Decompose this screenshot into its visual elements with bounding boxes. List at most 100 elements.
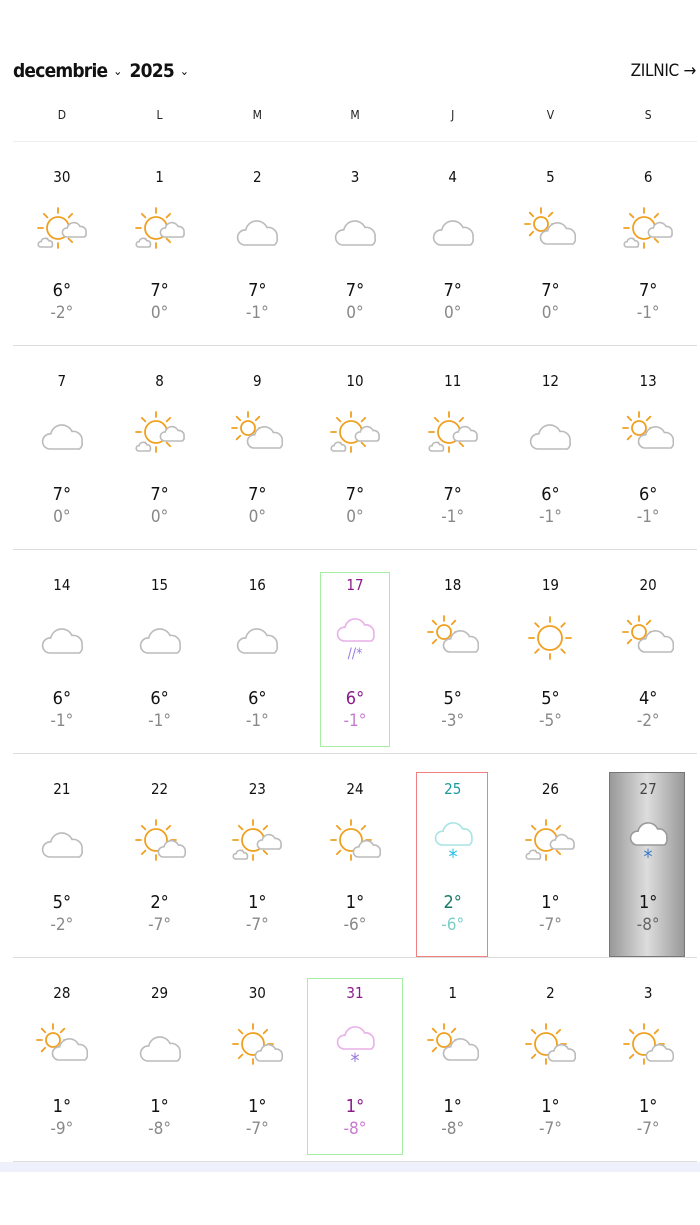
calendar-day[interactable]: 1 1° -8° — [404, 958, 502, 1161]
calendar-day[interactable]: 15 6° -1° — [111, 550, 209, 753]
low-temp: -2° — [636, 711, 660, 731]
low-temp: 0° — [248, 507, 266, 527]
high-temp: 7° — [150, 484, 169, 505]
partly-cloudy-icon — [426, 1023, 479, 1061]
day-number: 18 — [444, 576, 462, 594]
day-number: 4 — [448, 168, 457, 186]
high-temp: 6° — [52, 688, 72, 709]
snow-icon: * — [434, 822, 473, 868]
low-temp: -5° — [538, 711, 562, 731]
month-select[interactable]: decembrie ⌄ — [13, 60, 122, 82]
high-temp: 7° — [150, 280, 169, 301]
calendar-day[interactable]: 4 7° 0° — [404, 142, 502, 345]
day-number: 5 — [546, 168, 555, 186]
calendar-day[interactable]: 21 5° -2° — [13, 754, 111, 957]
calendar-day[interactable]: 9 7° 0° — [208, 346, 306, 549]
calendar-day[interactable]: 10 7° 0° — [306, 346, 404, 549]
low-temp: -7° — [538, 915, 562, 935]
high-temp: 1° — [638, 892, 658, 913]
calendar-day[interactable]: 25 * 2° -6° — [404, 754, 502, 957]
high-temp: 1° — [443, 1096, 462, 1117]
low-temp: 0° — [346, 303, 364, 323]
calendar-day[interactable]: 3 7° 0° — [306, 142, 404, 345]
weekday-label: V — [546, 108, 555, 122]
calendar-day[interactable]: 23 1° -7° — [208, 754, 306, 957]
calendar-day[interactable]: 16 6° -1° — [208, 550, 306, 753]
low-temp: -7° — [148, 915, 172, 935]
day-number: 14 — [53, 576, 71, 594]
year-label: 2025 — [129, 60, 175, 82]
calendar-day[interactable]: 24 1° -6° — [306, 754, 404, 957]
high-temp: 7° — [443, 280, 462, 301]
calendar-day[interactable]: 17 //* 6° -1° — [306, 550, 404, 753]
low-temp: -1° — [636, 303, 660, 323]
high-temp: 2° — [150, 892, 169, 913]
cloud-icon — [237, 220, 279, 246]
day-number: 22 — [150, 780, 169, 798]
low-temp: -1° — [538, 507, 562, 527]
calendar-day[interactable]: 7 7° 0° — [13, 346, 111, 549]
high-temp: 7° — [541, 280, 560, 301]
partly-cloudy-icon — [231, 411, 284, 449]
day-number: 11 — [444, 372, 462, 390]
low-temp: -1° — [245, 711, 269, 731]
calendar-day[interactable]: 20 4° -2° — [599, 550, 697, 753]
calendar-day[interactable]: 14 6° -1° — [13, 550, 111, 753]
chevron-down-icon: ⌄ — [179, 64, 189, 78]
low-temp: -1° — [343, 711, 367, 731]
low-temp: -8° — [636, 915, 660, 935]
svg-text:*: * — [350, 1049, 359, 1072]
calendar-day[interactable]: 12 6° -1° — [502, 346, 600, 549]
calendar-week: 21 5° -2° 22 2° -7° 23 1° -7° 24 1° -6° 25 * 2° -6° 26 1°… — [13, 754, 697, 958]
calendar-day[interactable]: 2 1° -7° — [502, 958, 600, 1161]
day-number: 30 — [53, 168, 71, 186]
low-temp: -8° — [343, 1119, 367, 1139]
calendar-day[interactable]: 18 5° -3° — [404, 550, 502, 753]
calendar-day[interactable]: 30 6° -2° — [13, 142, 111, 345]
day-number: 6 — [643, 168, 653, 186]
calendar-day[interactable]: 6 7° -1° — [599, 142, 697, 345]
calendar-day[interactable]: 1 7° 0° — [111, 142, 209, 345]
low-temp: -3° — [441, 711, 465, 731]
sun-cloud-icon — [525, 1023, 577, 1065]
weekday-label: M — [252, 108, 262, 122]
year-select[interactable]: 2025 ⌄ — [130, 60, 189, 82]
day-number: 19 — [541, 576, 559, 594]
calendar-day[interactable]: 28 1° -9° — [13, 958, 111, 1161]
high-temp: 6° — [150, 688, 169, 709]
calendar-day[interactable]: 5 7° 0° — [502, 142, 600, 345]
high-temp: 6° — [638, 484, 658, 505]
high-temp: 4° — [638, 688, 658, 709]
sun-clouds-icon — [623, 207, 674, 249]
calendar-day[interactable]: 2 7° -1° — [208, 142, 306, 345]
day-number: 26 — [541, 780, 559, 798]
calendar-day[interactable]: 29 1° -8° — [111, 958, 209, 1161]
high-temp: 7° — [248, 484, 267, 505]
month-grid: 30 6° -2° 1 7° 0° 2 7° -1° 3 7° 0° 4 7° 0° 5 7° 0° 6 7° -1° 7… — [13, 142, 697, 1162]
calendar-day[interactable]: 30 1° -7° — [208, 958, 306, 1161]
calendar-day[interactable]: 13 6° -1° — [599, 346, 697, 549]
day-number: 28 — [53, 984, 71, 1002]
calendar-day[interactable]: 19 5° -5° — [502, 550, 600, 753]
low-temp: -7° — [636, 1119, 660, 1139]
calendar-day[interactable]: 11 7° -1° — [404, 346, 502, 549]
day-number: 9 — [252, 372, 262, 390]
low-temp: -2° — [50, 303, 74, 323]
partly-cloudy-icon — [622, 615, 675, 653]
partly-cloudy-icon — [426, 615, 479, 653]
partly-cloudy-icon — [524, 207, 577, 245]
calendar-day[interactable]: 8 7° 0° — [111, 346, 209, 549]
calendar-day[interactable]: 3 1° -7° — [599, 958, 697, 1161]
day-number: 30 — [248, 984, 266, 1002]
calendar-day[interactable]: 22 2° -7° — [111, 754, 209, 957]
calendar-day[interactable]: 27 * 1° -8° — [599, 754, 697, 957]
daily-view-link[interactable]: ZILNIC → — [630, 61, 697, 81]
day-number: 17 — [346, 576, 364, 594]
high-temp: 1° — [541, 892, 560, 913]
calendar-day[interactable]: 26 1° -7° — [502, 754, 600, 957]
cloud-icon — [139, 1036, 181, 1062]
weekday-label: S — [644, 108, 652, 122]
calendar-day[interactable]: 31 * 1° -8° — [306, 958, 404, 1161]
sun-icon — [528, 616, 573, 660]
